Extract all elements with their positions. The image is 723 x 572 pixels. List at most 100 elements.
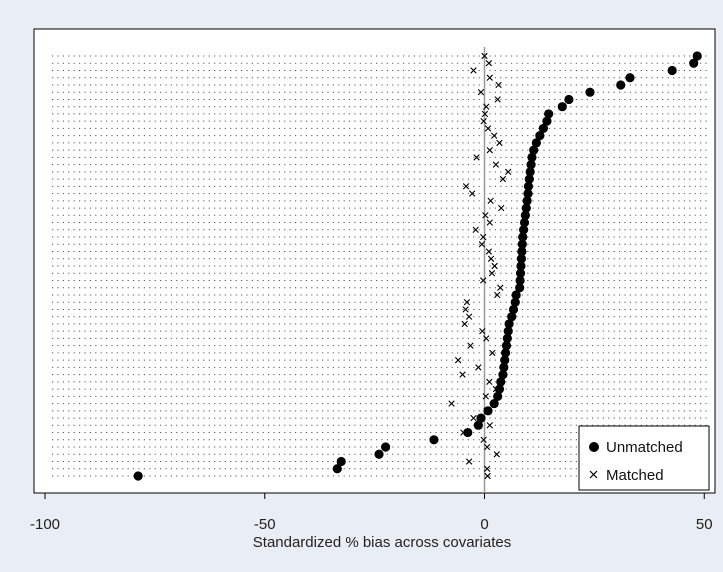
unmatched-point [531, 138, 541, 148]
unmatched-point [516, 261, 526, 271]
unmatched-point [493, 391, 503, 401]
unmatched-point [667, 65, 677, 76]
unmatched-point [557, 102, 567, 112]
matched-point [483, 465, 491, 472]
legend: Unmatched Matched [578, 425, 710, 491]
unmatched-point [510, 297, 520, 307]
matched-point [484, 472, 491, 480]
unmatched-point [515, 275, 525, 286]
matched-point [485, 248, 493, 255]
x-tick-label: 50 [696, 516, 713, 533]
unmatched-point [585, 87, 595, 97]
unmatched-point [501, 341, 512, 351]
unmatched-point [515, 268, 526, 278]
matched-point [498, 204, 505, 212]
matched-point [494, 96, 501, 103]
unmatched-point [336, 456, 346, 467]
legend-unmatched-label: Unmatched [606, 439, 683, 456]
x-tick-label: 0 [480, 516, 488, 533]
matched-point [486, 146, 493, 154]
matched-point [491, 262, 498, 270]
matched-point [470, 67, 477, 74]
unmatched-point [473, 420, 483, 430]
matched-point [490, 132, 498, 139]
unmatched-point [518, 232, 528, 242]
unmatched-point [529, 145, 539, 155]
unmatched-point [519, 225, 529, 235]
unmatched-point [511, 290, 521, 300]
unmatched-point [538, 123, 548, 134]
plot-area [33, 28, 716, 494]
matched-point [483, 443, 491, 451]
unmatched-point [517, 239, 527, 249]
matched-point [454, 356, 462, 364]
unmatched-point [463, 427, 473, 438]
matched-point [479, 233, 487, 241]
unmatched-point [564, 94, 574, 105]
x-tick-label: -100 [30, 516, 60, 533]
unmatched-point [503, 326, 513, 336]
unmatched-point [516, 254, 527, 264]
matched-point [482, 393, 490, 400]
matched-point [489, 349, 496, 357]
matched-point [494, 291, 501, 299]
matched-point [478, 241, 486, 248]
matched-point [472, 226, 479, 233]
unmatched-point [500, 355, 510, 365]
matched-point [486, 378, 493, 386]
unmatched-point [692, 51, 702, 61]
unmatched-point [494, 384, 505, 394]
matched-point [477, 89, 485, 96]
matched-point [465, 313, 473, 320]
matched-point [488, 270, 496, 277]
legend-box [578, 425, 710, 491]
matched-point [473, 154, 480, 161]
matched-point [484, 125, 492, 132]
legend-unmatched-marker [589, 442, 599, 452]
matched-point [496, 139, 503, 147]
unmatched-point [515, 283, 525, 293]
matched-point [493, 451, 500, 458]
unmatched-point [489, 398, 499, 409]
matched-point [483, 335, 490, 342]
matched-point [492, 385, 500, 393]
unmatched-point [522, 196, 532, 206]
unmatched-point [523, 181, 534, 191]
unmatched-point [616, 80, 626, 90]
unmatched-point [542, 116, 552, 126]
unmatched-point [523, 188, 533, 199]
matched-point [479, 277, 487, 284]
unmatched-point [502, 333, 512, 344]
matched-point [462, 306, 469, 313]
data-marks [133, 51, 702, 481]
unmatched-point [535, 131, 545, 141]
unmatched-point [527, 152, 537, 162]
matched-point [480, 436, 487, 443]
unmatched-point [381, 442, 391, 452]
matched-point [486, 422, 493, 429]
unmatched-point [332, 464, 342, 474]
x-axis: -100 -50 0 50 [30, 493, 713, 533]
matched-point [475, 364, 482, 371]
matched-point [465, 458, 473, 465]
matched-point [499, 175, 507, 183]
matched-point [479, 327, 486, 335]
matched-point [483, 103, 490, 110]
unmatched-point [476, 413, 486, 423]
unmatched-point [519, 217, 530, 228]
legend-matched-marker [589, 470, 598, 479]
matched-point [492, 161, 500, 168]
unmatched-point [374, 449, 384, 459]
matched-point [469, 190, 476, 197]
matched-point [461, 320, 468, 328]
unmatched-point [133, 471, 143, 481]
unmatched-point [500, 348, 511, 358]
unmatched-point [496, 377, 506, 387]
unmatched-point [526, 160, 536, 170]
matched-point [481, 52, 488, 60]
matched-point [487, 197, 494, 205]
matched-point [463, 299, 471, 306]
matched-point [497, 284, 504, 291]
unmatched-point [483, 406, 493, 416]
